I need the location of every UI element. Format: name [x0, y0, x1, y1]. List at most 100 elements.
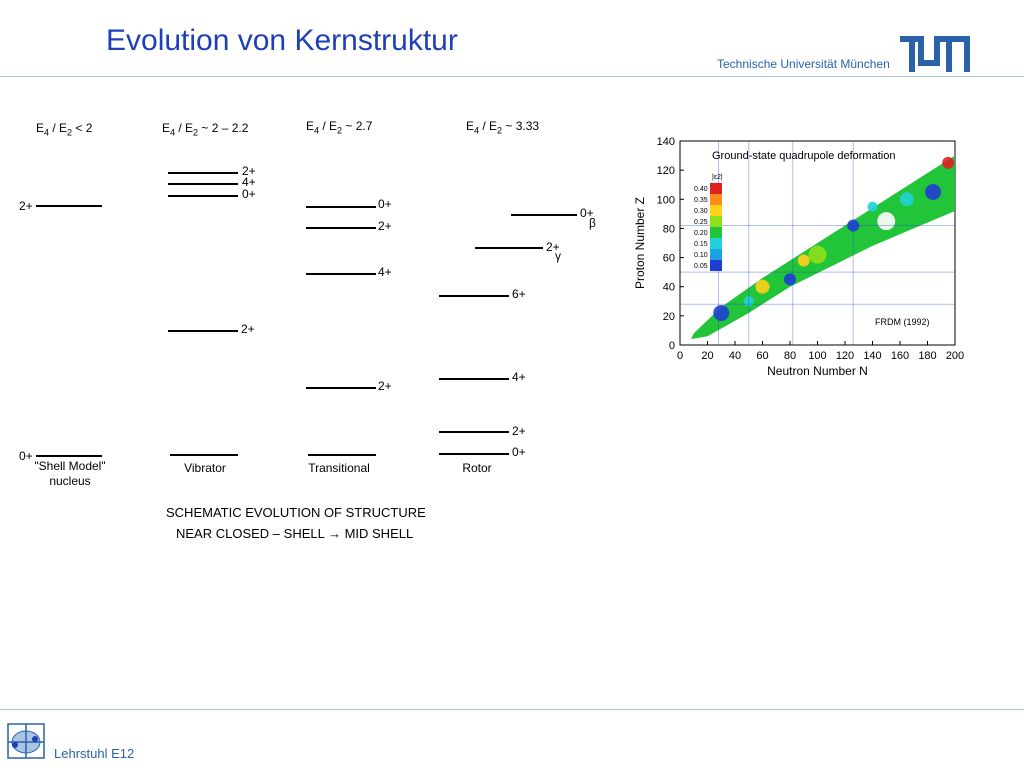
- legend-swatch: [710, 216, 722, 227]
- chart-title: Ground-state quadrupole deformation: [712, 150, 895, 162]
- legend-value: 0.35: [694, 197, 708, 204]
- x-tick-label: 200: [946, 350, 964, 362]
- ratio-label-vibrator: E4 / E2 ~ 2 – 2.2: [162, 121, 249, 138]
- x-tick-label: 140: [863, 350, 881, 362]
- level-label: 2+: [512, 424, 526, 438]
- deformation-region: [784, 273, 796, 286]
- level-label: 0+: [512, 445, 526, 459]
- deformation-region: [847, 219, 860, 232]
- level-label: 4+: [512, 370, 526, 384]
- level-scheme-figure: E4 / E2 < 2 2+ 0+ "Shell Model" nucleus …: [0, 107, 626, 550]
- y-axis-label: Proton Number Z: [633, 197, 647, 289]
- energy-level: [168, 183, 238, 185]
- x-tick-label: 180: [918, 350, 936, 362]
- footer-divider: [0, 709, 1024, 710]
- scheme-title-line1: SCHEMATIC EVOLUTION OF STRUCTURE: [166, 505, 426, 520]
- level-label: 2+: [546, 240, 560, 254]
- legend-value: 0.30: [694, 208, 708, 215]
- legend-title: |ε2|: [712, 174, 723, 181]
- x-tick-label: 40: [729, 350, 741, 362]
- x-axis-label: Neutron Number N: [767, 364, 868, 378]
- energy-level: [306, 206, 376, 208]
- legend-value: 0.15: [694, 241, 708, 248]
- legend-swatch: [710, 227, 722, 238]
- legend-swatch: [710, 194, 722, 205]
- energy-level: [439, 453, 509, 455]
- ratio-label-transitional: E4 / E2 ~ 2.7: [306, 119, 373, 136]
- level-label: 4+: [242, 175, 256, 189]
- legend-swatch: [710, 260, 722, 271]
- level-label: 0+: [580, 206, 594, 220]
- header-divider: [0, 76, 1024, 77]
- caption-shell-model: "Shell Model": [34, 459, 106, 473]
- energy-level: [439, 378, 509, 380]
- ratio-label-rotor: E4 / E2 ~ 3.33: [466, 119, 540, 136]
- energy-level: [475, 247, 543, 249]
- deformation-region: [808, 245, 827, 264]
- energy-level: [308, 454, 376, 456]
- chart-annotation: FRDM (1992): [875, 317, 930, 327]
- x-tick-label: 160: [891, 350, 909, 362]
- e12-logo: [7, 723, 45, 759]
- caption-transitional: Transitional: [308, 461, 370, 475]
- energy-level: [511, 214, 577, 216]
- legend-swatch: [710, 183, 722, 194]
- x-tick-label: 100: [808, 350, 826, 362]
- y-tick-label: 40: [663, 282, 675, 294]
- page-title: Evolution von Kernstruktur: [106, 24, 458, 57]
- deformation-region: [942, 156, 955, 169]
- level-label: 4+: [378, 265, 392, 279]
- x-tick-label: 120: [836, 350, 854, 362]
- energy-level: [306, 387, 376, 389]
- level-label: 0+: [378, 197, 392, 211]
- deformation-region: [713, 304, 730, 321]
- level-label: 2+: [378, 379, 392, 393]
- energy-level: [170, 454, 238, 456]
- x-tick-label: 0: [677, 350, 683, 362]
- legend-value: 0.40: [694, 186, 708, 193]
- energy-level: [306, 227, 376, 229]
- legend-value: 0.20: [694, 230, 708, 237]
- y-tick-label: 140: [657, 136, 675, 148]
- level-label: 2+: [241, 322, 255, 336]
- caption-vibrator: Vibrator: [184, 461, 226, 475]
- legend-value: 0.25: [694, 219, 708, 226]
- tum-logo: [900, 36, 970, 72]
- energy-level: [439, 295, 509, 297]
- deformation-region: [925, 184, 941, 200]
- university-name: Technische Universität München: [717, 57, 890, 71]
- caption-rotor: Rotor: [462, 461, 492, 475]
- energy-level: [439, 431, 509, 433]
- scheme-title-line2: NEAR CLOSED – SHELL → MID SHELL: [176, 526, 414, 541]
- energy-level: [168, 330, 238, 332]
- energy-level: [168, 195, 238, 197]
- level-subscript: β: [589, 216, 596, 230]
- level-subscript: γ: [555, 249, 561, 263]
- caption-nucleus: nucleus: [49, 474, 91, 488]
- x-tick-label: 80: [784, 350, 796, 362]
- energy-level: [168, 172, 238, 174]
- y-tick-label: 0: [669, 340, 675, 352]
- legend-swatch: [710, 205, 722, 216]
- deformation-region: [877, 212, 896, 231]
- energy-level: [36, 455, 102, 457]
- legend-value: 0.10: [694, 252, 708, 259]
- level-label: 2+: [242, 164, 256, 178]
- y-tick-label: 20: [663, 311, 675, 323]
- deformation-region: [867, 201, 878, 212]
- deformation-region: [899, 192, 914, 207]
- level-label: 0+: [242, 187, 256, 201]
- energy-level: [306, 273, 376, 275]
- deformation-chart: 0 20 40 60 80 100 120 140 160 180 200 0 20 40 60 80 100 1…: [633, 136, 964, 378]
- level-label: 0+: [19, 449, 33, 463]
- level-label: 2+: [378, 219, 392, 233]
- footer-label: Lehrstuhl E12: [54, 746, 135, 761]
- deformation-region: [797, 254, 810, 267]
- x-tick-label: 20: [701, 350, 713, 362]
- legend-swatch: [710, 249, 722, 260]
- y-tick-label: 80: [663, 223, 675, 235]
- y-tick-label: 120: [657, 165, 675, 177]
- x-tick-label: 60: [756, 350, 768, 362]
- ratio-label-shell: E4 / E2 < 2: [36, 121, 93, 138]
- energy-level: [36, 205, 102, 207]
